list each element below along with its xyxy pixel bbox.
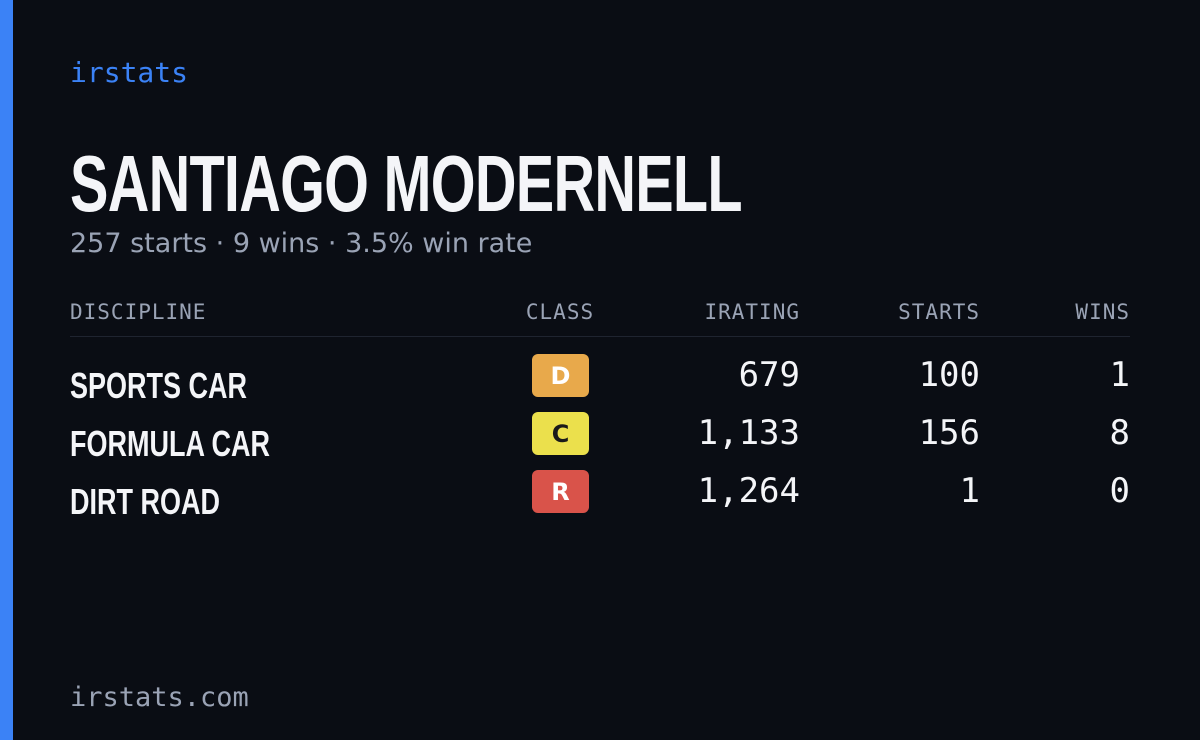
irating: 1,133 <box>697 413 800 453</box>
discipline: DIRT ROAD <box>70 481 220 522</box>
starts: 1 <box>959 471 980 511</box>
header-rule <box>70 336 1130 337</box>
starts: 100 <box>918 355 980 395</box>
column-header: CLASS <box>525 300 595 324</box>
irating: 679 <box>738 355 800 395</box>
column-header: WINS <box>1075 300 1130 324</box>
class-badge: D <box>532 354 589 397</box>
class-badge: R <box>532 470 589 513</box>
summary: 257 starts · 9 wins · 3.5% win rate <box>70 228 533 259</box>
accent-bar <box>0 0 13 740</box>
discipline: SPORTS CAR <box>70 365 248 406</box>
column-header: DISCIPLINE <box>70 300 207 324</box>
starts: 156 <box>918 413 980 453</box>
class-badge: C <box>532 412 589 455</box>
irating: 1,264 <box>697 471 800 511</box>
column-header: STARTS <box>898 300 980 324</box>
column-header: IRATING <box>704 300 800 324</box>
player-name: SANTIAGO MODERNELL <box>70 139 743 228</box>
wins: 1 <box>1109 355 1130 395</box>
brand: irstats <box>70 56 189 89</box>
wins: 0 <box>1109 471 1130 511</box>
wins: 8 <box>1109 413 1130 453</box>
discipline: FORMULA CAR <box>70 423 270 464</box>
footer-link: irstats.com <box>70 682 249 713</box>
